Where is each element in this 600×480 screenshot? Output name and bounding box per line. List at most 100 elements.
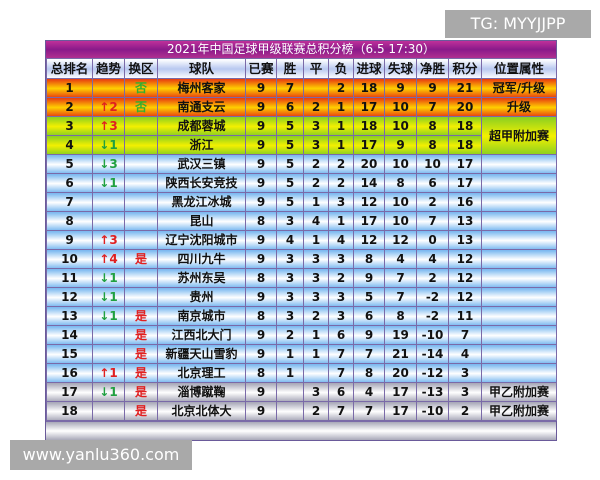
table-row: 14 是江西北大门 9 2 1 6 9 19 -10 7	[46, 325, 557, 345]
column-header: 球队	[157, 58, 246, 79]
rank-cell: 2	[46, 97, 93, 117]
played-cell: 9	[245, 249, 277, 269]
points-cell: 18	[448, 116, 482, 136]
wins-cell: 3	[276, 249, 304, 269]
team-cell: 南京城市	[157, 306, 246, 326]
position-attr-cell	[481, 268, 557, 288]
goals-against-cell: 21	[384, 344, 417, 364]
rank-cell: 1	[46, 78, 93, 98]
rank-cell: 14	[46, 325, 93, 345]
losses-cell: 3	[328, 192, 354, 212]
position-attr-cell	[481, 173, 557, 193]
played-cell: 8	[245, 306, 277, 326]
goals-against-cell: 19	[384, 325, 417, 345]
played-cell: 9	[245, 230, 277, 250]
trend-cell: ↑3	[92, 116, 125, 136]
zone-swap-cell	[124, 287, 158, 307]
draws-cell: 2	[303, 173, 329, 193]
points-cell: 7	[448, 325, 482, 345]
team-cell: 成都蓉城	[157, 116, 246, 136]
goals-against-cell: 8	[384, 306, 417, 326]
draws-cell	[303, 78, 329, 98]
trend-cell: ↓1	[92, 306, 125, 326]
trend-cell	[92, 78, 125, 98]
goals-for-cell: 14	[353, 173, 385, 193]
losses-cell: 3	[328, 306, 354, 326]
goal-diff-cell: -2	[416, 306, 449, 326]
trend-cell: ↓1	[92, 173, 125, 193]
goal-diff-cell: 0	[416, 230, 449, 250]
position-attr-cell: 甲乙附加赛	[481, 382, 557, 402]
trend-cell: ↓3	[92, 154, 125, 174]
rank-cell: 8	[46, 211, 93, 231]
losses-cell: 6	[328, 325, 354, 345]
trend-cell: ↑3	[92, 230, 125, 250]
team-cell: 北京北体大	[157, 401, 246, 421]
goal-diff-cell: -10	[416, 401, 449, 421]
position-attr-cell	[481, 154, 557, 174]
goals-for-cell: 7	[353, 401, 385, 421]
goals-for-cell: 8	[353, 249, 385, 269]
team-cell: 辽宁沈阳城市	[157, 230, 246, 250]
position-attr-cell	[481, 344, 557, 364]
goals-for-cell: 7	[353, 344, 385, 364]
goals-against-cell: 20	[384, 363, 417, 383]
team-cell: 黑龙江冰城	[157, 192, 246, 212]
position-attr-cell: 甲乙附加赛	[481, 401, 557, 421]
table-row: 18 是北京北体大 9 2 7 7 17 -10 2 甲乙附加赛	[46, 401, 557, 421]
rank-cell: 13	[46, 306, 93, 326]
tg-watermark: TG: MYYJJPP	[445, 10, 591, 38]
trend-cell	[92, 344, 125, 364]
standings-table: 总排名 趋势 换区 球队 已赛胜平负进球 失球 净胜 积分 位置属性 1 否梅州客家 9 7 2 18 9 9…	[46, 58, 557, 421]
goals-against-cell: 10	[384, 116, 417, 136]
goals-against-cell: 17	[384, 401, 417, 421]
goal-diff-cell: 2	[416, 192, 449, 212]
team-cell: 南通支云	[157, 97, 246, 117]
goals-for-cell: 4	[353, 382, 385, 402]
wins-cell: 7	[276, 78, 304, 98]
wins-cell	[276, 382, 304, 402]
table-row: 10 ↑4 是四川九牛 9 3 3 3 8 4 4 12	[46, 249, 557, 269]
goals-against-cell: 12	[384, 230, 417, 250]
played-cell: 9	[245, 344, 277, 364]
header-row: 总排名 趋势 换区 球队 已赛胜平负进球 失球 净胜 积分 位置属性	[46, 58, 557, 79]
goals-for-cell: 17	[353, 211, 385, 231]
rank-cell: 17	[46, 382, 93, 402]
team-cell: 浙江	[157, 135, 246, 155]
goal-diff-cell: 8	[416, 116, 449, 136]
goal-diff-cell: 7	[416, 211, 449, 231]
draws-cell: 2	[303, 154, 329, 174]
played-cell: 9	[245, 154, 277, 174]
table-footer	[46, 421, 556, 440]
goal-diff-cell: -2	[416, 287, 449, 307]
table-row: 8 昆山 8 3 4 1 17 10 7 13	[46, 211, 557, 231]
team-cell: 梅州客家	[157, 78, 246, 98]
site-watermark: www.yanlu360.com	[10, 440, 192, 470]
column-header: 总排名	[46, 58, 93, 79]
points-cell: 13	[448, 211, 482, 231]
wins-cell: 5	[276, 135, 304, 155]
trend-cell	[92, 325, 125, 345]
rank-cell: 3	[46, 116, 93, 136]
table-row: 6 ↓1 陕西长安竞技 9 5 2 2 14 8 6 17	[46, 173, 557, 193]
goal-diff-cell: -10	[416, 325, 449, 345]
draws-cell: 3	[303, 287, 329, 307]
losses-cell: 1	[328, 135, 354, 155]
losses-cell: 1	[328, 211, 354, 231]
goal-diff-cell: 8	[416, 135, 449, 155]
points-cell: 12	[448, 268, 482, 288]
points-cell: 17	[448, 173, 482, 193]
team-cell: 陕西长安竞技	[157, 173, 246, 193]
wins-cell: 4	[276, 230, 304, 250]
team-cell: 贵州	[157, 287, 246, 307]
position-attr-cell	[481, 192, 557, 212]
trend-cell: ↑2	[92, 97, 125, 117]
column-header: 换区	[124, 58, 158, 79]
goal-diff-cell: -13	[416, 382, 449, 402]
losses-cell: 7	[328, 363, 354, 383]
wins-cell	[276, 401, 304, 421]
points-cell: 16	[448, 192, 482, 212]
column-header: 胜	[276, 58, 304, 79]
wins-cell: 5	[276, 154, 304, 174]
zone-swap-cell: 是	[124, 401, 158, 421]
